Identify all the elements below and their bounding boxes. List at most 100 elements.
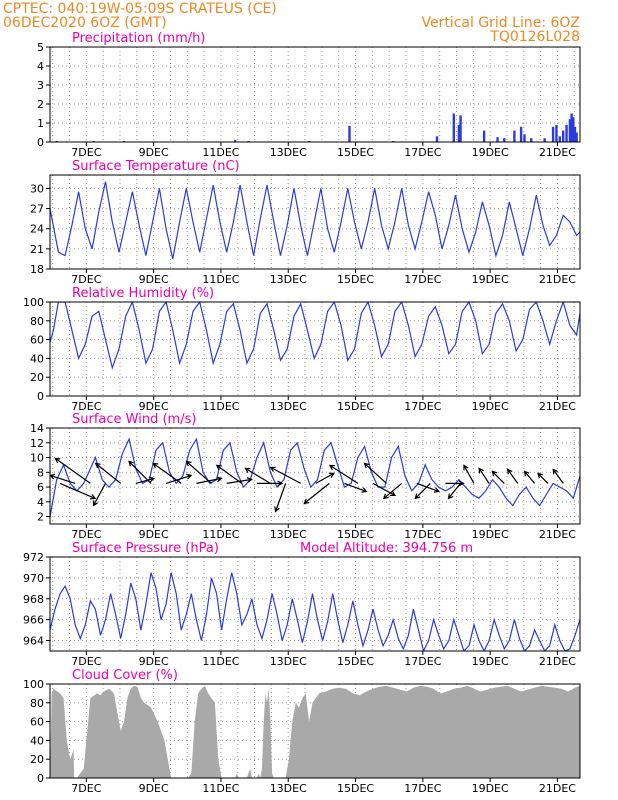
- wind-wind-arrow: [135, 476, 155, 484]
- pressure-panel: Surface Pressure (hPa) Model Altitude: 39…: [23, 541, 581, 668]
- precipitation-bar: [459, 115, 462, 142]
- cloud-cover-plot-area: [50, 685, 580, 778]
- wind-y-tick-label: 12: [30, 437, 44, 450]
- precipitation-bar: [575, 132, 578, 142]
- humidity-x-tick-label: 11DEC: [202, 400, 239, 413]
- pressure-x-tick-label: 9DEC: [139, 655, 169, 668]
- wind-wind-arrow: [478, 467, 490, 484]
- cloud-cover-panel: Cloud Cover (%) 0 20 40 60 80 100 7DEC 9DEC 11DEC…: [23, 668, 581, 795]
- pressure-x-tick-label: 19DEC: [472, 655, 509, 668]
- humidity-x-tick-label: 21DEC: [539, 400, 576, 413]
- cloud-cover-y-tick-label: 40: [30, 734, 44, 747]
- humidity-panel: Relative Humidity (%) 0 20 40 60 80 100 7DEC 9DE…: [23, 286, 581, 413]
- precipitation-x-tick-label: 21DEC: [539, 146, 576, 159]
- precipitation-y-tick-label: 1: [37, 117, 44, 130]
- precipitation-bar: [568, 119, 572, 142]
- temperature-x-tick-label: 15DEC: [337, 273, 374, 286]
- precipitation-x-tick-label: 7DEC: [71, 146, 101, 159]
- temperature-x-tick-label: 9DEC: [139, 273, 169, 286]
- pressure-title: Surface Pressure (hPa): [72, 541, 219, 556]
- pressure-frame: [49, 556, 581, 652]
- pressure-annotation: Model Altitude: 394.756 m: [300, 541, 473, 556]
- precipitation-bar: [558, 136, 562, 142]
- precipitation-bar: [555, 124, 558, 142]
- precipitation-plot-area: [55, 113, 578, 142]
- cloud-cover-x-tick-label: 7DEC: [71, 782, 101, 795]
- temperature-y-tick-label: 18: [30, 263, 44, 276]
- pressure-x-tick-label: 15DEC: [337, 655, 374, 668]
- wind-wind-arrow: [416, 482, 440, 493]
- humidity-title: Relative Humidity (%): [72, 286, 214, 301]
- temperature-x-tick-label: 13DEC: [270, 273, 307, 286]
- precipitation-x-tick-label: 9DEC: [139, 146, 169, 159]
- wind-x-tick-label: 17DEC: [404, 528, 441, 541]
- wind-wind-arrow: [491, 470, 505, 484]
- precipitation-bar: [543, 138, 546, 142]
- temperature-plot-area: [50, 181, 580, 260]
- cloud-cover-x-tick-label: 21DEC: [539, 782, 576, 795]
- precipitation-bar: [519, 126, 523, 142]
- cloud-cover-y-tick-label: 20: [30, 753, 44, 766]
- humidity-y-tick-label: 20: [30, 371, 44, 384]
- temperature-x-tick-label: 17DEC: [404, 273, 441, 286]
- wind-y-tick-label: 8: [37, 466, 44, 479]
- cloud-cover-x-tick-label: 15DEC: [337, 782, 374, 795]
- wind-wind-arrow: [537, 472, 549, 484]
- precipitation-bar: [565, 124, 568, 142]
- wind-x-tick-label: 11DEC: [202, 528, 239, 541]
- precipitation-x-tick-label: 11DEC: [202, 146, 239, 159]
- wind-wind-arrow: [552, 468, 564, 484]
- precipitation-x-tick-label: 19DEC: [472, 146, 509, 159]
- humidity-x-tick-label: 17DEC: [404, 400, 441, 413]
- wind-wind-arrow: [344, 482, 368, 493]
- precipitation-bar: [570, 113, 573, 142]
- wind-title: Surface Wind (m/s): [72, 412, 196, 427]
- pressure-x-tick-label: 13DEC: [270, 655, 307, 668]
- humidity-x-tick-label: 15DEC: [337, 400, 374, 413]
- temperature-x-tick-label: 11DEC: [202, 273, 239, 286]
- wind-x-tick-label: 13DEC: [270, 528, 307, 541]
- pressure-x-tick-label: 7DEC: [71, 655, 101, 668]
- wind-x-tick-label: 7DEC: [71, 528, 101, 541]
- pressure-y-tick-label: 966: [23, 614, 44, 627]
- precipitation-bar: [233, 140, 237, 142]
- cloud-cover-y-tick-label: 80: [30, 697, 44, 710]
- wind-wind-arrow: [94, 462, 122, 484]
- humidity-y-tick-label: 60: [30, 334, 44, 347]
- cloud-cover-x-tick-label: 9DEC: [139, 782, 169, 795]
- precipitation-bar: [457, 124, 461, 142]
- wind-series-line: [50, 437, 580, 517]
- wind-wind-arrow: [152, 462, 182, 484]
- precipitation-bar: [572, 117, 575, 142]
- wind-wind-arrow: [274, 483, 287, 513]
- header-date: 06DEC2020 6OZ (GMT): [3, 15, 167, 31]
- temperature-x-tick-label: 7DEC: [71, 273, 101, 286]
- precipitation-bar: [551, 126, 555, 142]
- cloud-cover-frame: [49, 683, 581, 779]
- wind-wind-arrow: [523, 470, 536, 484]
- wind-wind-arrow: [328, 464, 359, 484]
- precipitation-bar: [452, 113, 456, 142]
- humidity-y-tick-label: 80: [30, 315, 44, 328]
- wind-wind-arrow: [463, 464, 475, 484]
- pressure-series-line: [50, 572, 580, 651]
- precipitation-x-tick-label: 13DEC: [270, 146, 307, 159]
- temperature-y-tick-label: 21: [30, 243, 44, 256]
- temperature-y-tick-label: 27: [30, 203, 44, 216]
- wind-y-tick-label: 14: [30, 422, 44, 435]
- header-model: TQ0126L028: [489, 29, 580, 45]
- wind-x-tick-label: 21DEC: [539, 528, 576, 541]
- wind-wind-arrow: [185, 460, 212, 484]
- wind-y-tick-label: 6: [37, 481, 44, 494]
- cloud-cover-y-tick-label: 0: [37, 772, 44, 785]
- precipitation-x-tick-label: 17DEC: [404, 146, 441, 159]
- header-station: CPTEC: 040:19W-05:09S CRATEUS (CE): [3, 1, 277, 17]
- cloud-cover-area: [50, 685, 580, 778]
- wind-wind-arrow: [54, 457, 91, 484]
- wind-wind-arrow: [244, 467, 271, 484]
- precipitation-bar: [513, 130, 516, 142]
- wind-wind-arrow: [303, 482, 330, 505]
- precipitation-bar: [561, 130, 565, 142]
- cloud-cover-title: Cloud Cover (%): [72, 668, 178, 683]
